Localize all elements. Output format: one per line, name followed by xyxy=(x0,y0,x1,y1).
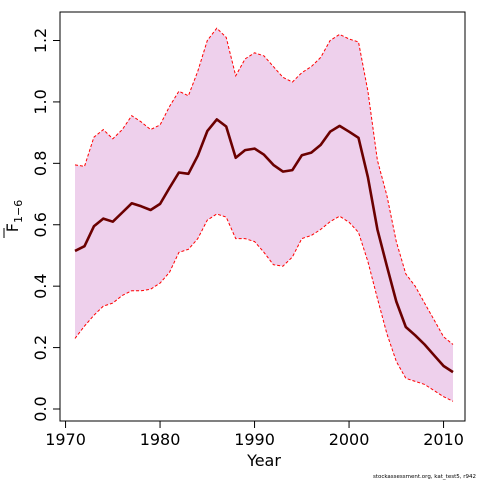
confidence-band-layer xyxy=(74,27,454,402)
y-tick-label: 0.4 xyxy=(31,273,50,298)
credit-text: stockassessment.org, kat_test5, r942 xyxy=(373,474,476,480)
plot-frame xyxy=(59,11,466,422)
y-tick-label: 0.0 xyxy=(31,396,50,421)
y-tick-label: 0.6 xyxy=(31,212,50,237)
x-tick-label: 2000 xyxy=(329,430,370,449)
y-tick-label: 0.8 xyxy=(31,151,50,176)
x-axis: 1970 1980 1990 2000 2010 xyxy=(45,421,464,449)
x-axis-label: Year xyxy=(246,451,281,470)
lower-bound-line xyxy=(74,213,454,402)
y-axis-label-subscript: 1−6 xyxy=(12,200,25,223)
y-axis: 0.0 0.2 0.4 0.6 0.8 1.0 1.2 xyxy=(31,28,60,422)
x-tick-label: 1970 xyxy=(45,430,86,449)
confidence-band xyxy=(75,28,453,402)
y-tick-label: 1.0 xyxy=(31,89,50,114)
estimate-line-layer xyxy=(74,118,454,374)
x-tick-label: 2010 xyxy=(423,430,464,449)
y-tick-label: 0.2 xyxy=(31,335,50,360)
estimate-line xyxy=(74,118,454,374)
y-tick-label: 1.2 xyxy=(31,28,50,53)
upper-bound-line xyxy=(74,27,454,345)
x-tick-label: 1980 xyxy=(140,430,181,449)
y-axis-label-main: F xyxy=(3,223,22,232)
svg-text:F1−6: F1−6 xyxy=(3,200,25,232)
y-axis-label: F1−6 xyxy=(3,200,25,238)
x-tick-label: 1990 xyxy=(234,430,275,449)
